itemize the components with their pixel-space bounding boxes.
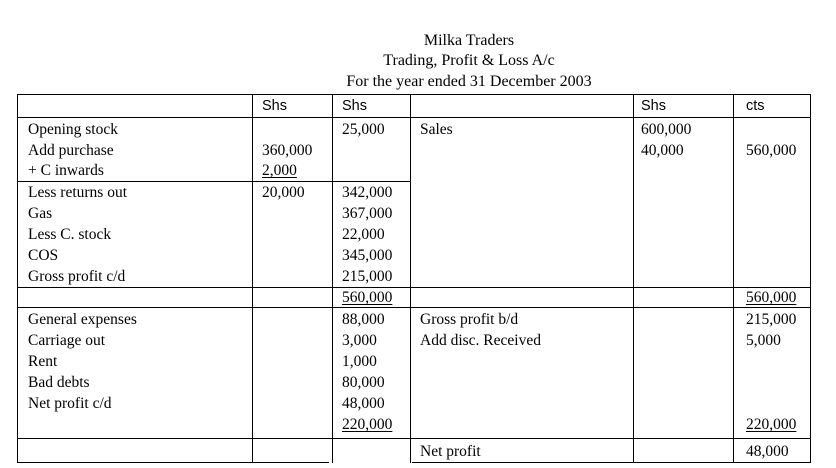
- label-closing-stock: Less C. stock: [28, 226, 112, 243]
- header-shs-debit-1: Shs: [262, 98, 287, 114]
- value-purchases: 360,000: [262, 142, 313, 159]
- label-net-profit: Net profit: [420, 443, 481, 460]
- header-shs-credit: Shs: [641, 98, 666, 114]
- period-title: For the year ended 31 December 2003: [346, 73, 592, 90]
- trading-total-divider: [17, 287, 811, 288]
- label-rent: Rent: [28, 353, 58, 370]
- value-net-sales: 560,000: [746, 142, 797, 159]
- value-rent: 1,000: [342, 353, 377, 370]
- label-discount-received: Add disc. Received: [420, 332, 541, 349]
- value-goods-available: 367,000: [342, 205, 393, 222]
- footer-bottom-left: [17, 462, 329, 463]
- header-divider: [17, 117, 811, 118]
- col-divider-2: [332, 94, 333, 463]
- value-net-profit-cd: 48,000: [342, 395, 385, 412]
- value-net-profit: 48,000: [746, 443, 789, 460]
- value-closing-stock: 22,000: [342, 226, 385, 243]
- label-carriage-out: Carriage out: [28, 332, 106, 349]
- statement-title: Trading, Profit & Loss A/c: [383, 52, 555, 69]
- footer-bottom-right: [412, 462, 811, 463]
- label-gross-profit-cd: Gross profit c/d: [28, 268, 126, 285]
- label-net-profit-cd: Net profit c/d: [28, 395, 112, 412]
- pl-credit-total: 220,000: [746, 416, 797, 433]
- value-bad-debts: 80,000: [342, 374, 385, 391]
- purchase-divider: [17, 181, 410, 182]
- value-returns-out: 20,000: [262, 184, 305, 201]
- value-sales-returns: 40,000: [641, 142, 684, 159]
- trading-debit-total: 560,000: [342, 289, 393, 306]
- table-right-border: [810, 94, 811, 463]
- label-cos: COS: [28, 247, 59, 264]
- value-opening-stock: 25,000: [342, 121, 385, 138]
- col-divider-5: [733, 94, 734, 463]
- pl-total-divider: [17, 438, 811, 439]
- table-left-border: [17, 94, 18, 463]
- trading-credit-total: 560,000: [746, 289, 797, 306]
- value-general-expenses: 88,000: [342, 311, 385, 328]
- col-divider-3: [410, 94, 411, 463]
- value-sales: 600,000: [641, 121, 692, 138]
- label-general-expenses: General expenses: [28, 311, 137, 328]
- label-carriage-inwards: + C inwards: [28, 162, 104, 179]
- company-name: Milka Traders: [423, 32, 515, 49]
- header-shs-debit-2: Shs: [342, 98, 367, 114]
- pl-debit-total: 220,000: [342, 416, 393, 433]
- label-opening-stock: Opening stock: [28, 121, 118, 138]
- col-divider-1: [252, 94, 253, 463]
- table-top-border: [17, 94, 811, 95]
- label-sales: Sales: [420, 121, 453, 138]
- header-cts-credit: cts: [746, 98, 765, 114]
- col-divider-4: [633, 94, 634, 463]
- value-carriage-inwards: 2,000: [262, 162, 297, 179]
- label-gross-profit-bd: Gross profit b/d: [420, 311, 519, 328]
- value-discount-received: 5,000: [746, 332, 781, 349]
- value-cos: 345,000: [342, 247, 393, 264]
- label-returns-out: Less returns out: [28, 184, 128, 201]
- label-bad-debts: Bad debts: [28, 374, 90, 391]
- value-net-purchases: 342,000: [342, 184, 393, 201]
- value-gross-profit-cd: 215,000: [342, 268, 393, 285]
- label-gas: Gas: [28, 205, 53, 222]
- label-add-purchase: Add purchase: [28, 142, 114, 159]
- pl-divider: [17, 307, 811, 308]
- value-gross-profit-bd: 215,000: [746, 311, 797, 328]
- value-carriage-out: 3,000: [342, 332, 377, 349]
